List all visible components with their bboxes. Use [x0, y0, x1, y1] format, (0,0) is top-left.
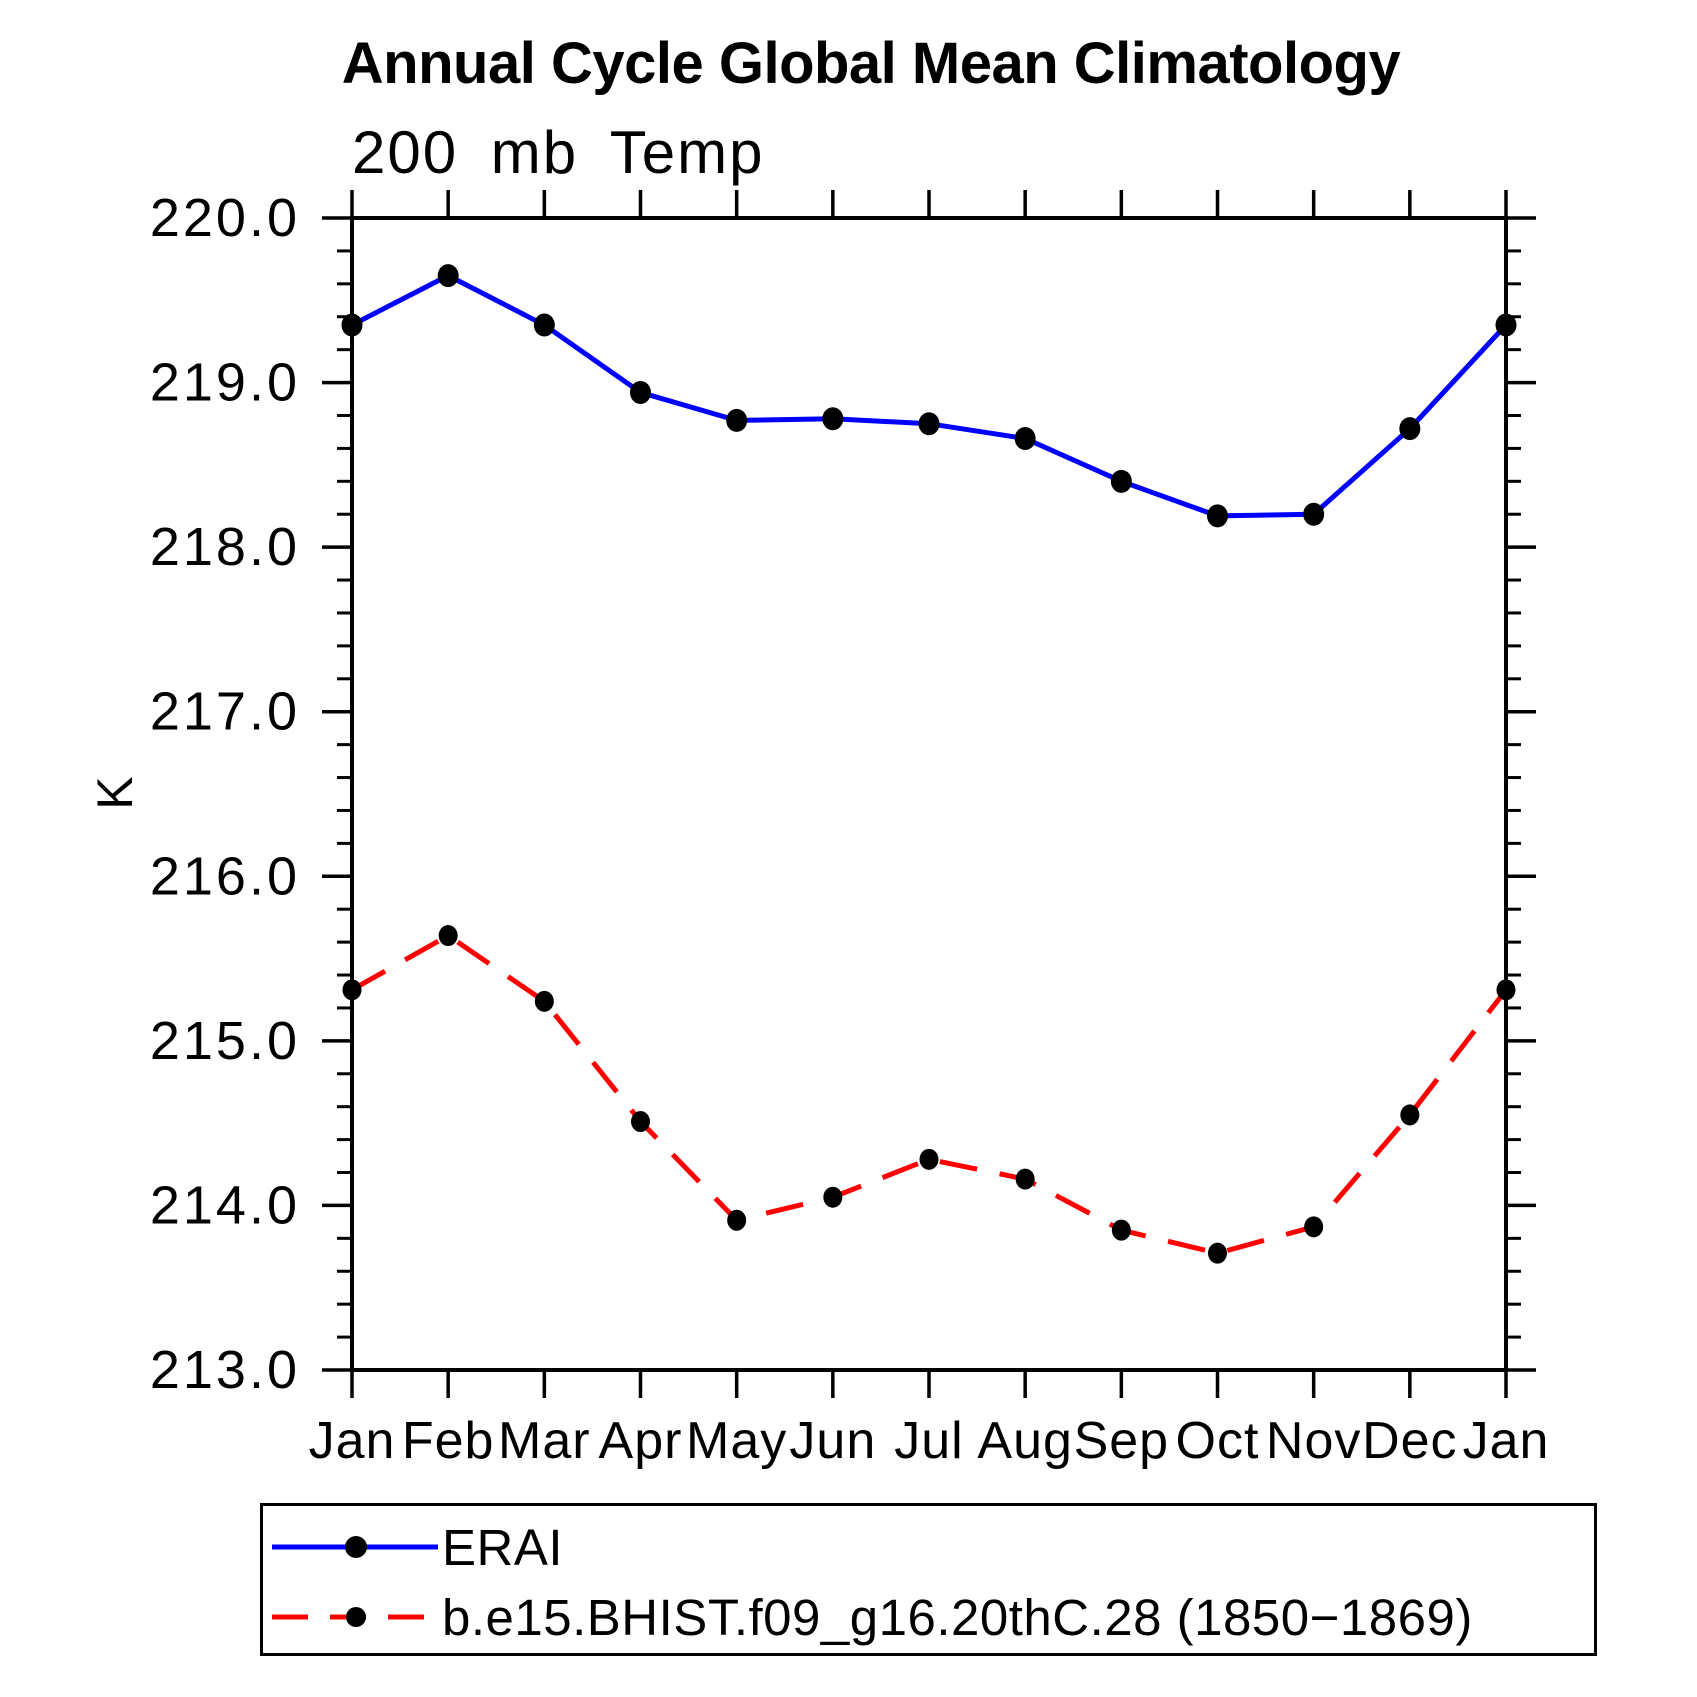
x-axis-month-label: Aug — [977, 1412, 1073, 1470]
model-data-marker — [823, 1186, 843, 1208]
model-data-marker — [1496, 979, 1516, 1001]
y-axis-tick-label: 216.0 — [150, 846, 300, 906]
x-axis-month-label: Nov — [1266, 1412, 1361, 1470]
erai-data-marker — [1207, 504, 1228, 528]
erai-data-marker — [437, 264, 459, 288]
erai-legend-sample — [272, 1536, 438, 1558]
y-axis-tick-label: 217.0 — [150, 682, 300, 742]
erai-legend-marker-icon — [345, 1536, 367, 1558]
model-series-line — [350, 932, 1508, 1256]
model-data-marker — [1304, 1216, 1324, 1238]
model-legend-sample — [272, 1607, 438, 1627]
legend-label-model: b.e15.BHIST.f09_g16.20thC.28 (1850−1869) — [442, 1588, 1473, 1646]
model-data-marker — [1111, 1219, 1131, 1241]
legend-label-erai: ERAI — [442, 1518, 564, 1576]
y-axis-tick-label: 213.0 — [150, 1340, 300, 1400]
erai-data-marker — [726, 408, 748, 432]
erai-data-marker — [918, 412, 940, 436]
erai-data-marker — [822, 407, 844, 431]
model-data-marker — [919, 1148, 939, 1170]
model-data-marker — [1208, 1242, 1227, 1264]
x-axis-month-label: Jul — [894, 1412, 963, 1470]
chart-subtitle: 200 mb Temp — [352, 119, 765, 186]
model-data-marker — [1015, 1168, 1035, 1190]
y-axis-tick-label: 215.0 — [150, 1011, 300, 1071]
x-axis-month-label: Mar — [498, 1412, 591, 1470]
x-axis-month-label: Dec — [1362, 1412, 1457, 1470]
erai-series-line — [350, 272, 1508, 519]
erai-data-marker — [1399, 417, 1421, 441]
erai-data-marker — [1495, 313, 1517, 337]
erai-data-marker — [533, 313, 555, 337]
model-legend-marker-icon — [346, 1607, 366, 1627]
y-axis-tick-label: 220.0 — [150, 188, 300, 248]
x-axis-month-label: Sep — [1074, 1412, 1170, 1470]
y-axis-tick-label: 214.0 — [150, 1175, 300, 1235]
legend-entry-model: b.e15.BHIST.f09_g16.20thC.28 (1850−1869) — [270, 1587, 1473, 1647]
erai-data-marker — [1014, 427, 1036, 451]
erai-data-marker — [341, 313, 363, 337]
x-axis-month-label: Feb — [402, 1412, 495, 1470]
erai-data-marker — [630, 380, 651, 404]
legend-entry-erai: ERAI — [270, 1517, 563, 1577]
x-axis-month-label: Jun — [789, 1412, 876, 1470]
model-data-marker — [534, 990, 554, 1012]
model-data-marker — [342, 979, 362, 1001]
legend: ERAI b.e15.BHIST.f09_g16.20thC.28 (1850−… — [260, 1503, 1597, 1656]
x-axis-month-label: Jan — [1463, 1412, 1550, 1470]
x-axis-month-label: May — [686, 1412, 787, 1470]
chart-title: Annual Cycle Global Mean Climatology — [341, 31, 1401, 96]
x-axis-month-label: Jan — [309, 1412, 396, 1470]
model-data-marker — [727, 1209, 747, 1231]
plot-border — [350, 216, 1508, 1372]
model-data-marker — [1400, 1104, 1420, 1126]
model-data-marker — [631, 1110, 650, 1132]
model-data-marker — [438, 925, 458, 947]
y-axis-tick-label: 219.0 — [150, 353, 300, 413]
x-axis-month-label: Apr — [599, 1412, 683, 1470]
erai-data-marker — [1110, 469, 1132, 493]
y-axis-tick-label: 218.0 — [150, 517, 300, 577]
erai-data-marker — [1303, 502, 1325, 526]
x-axis-month-label: Oct — [1176, 1412, 1260, 1470]
